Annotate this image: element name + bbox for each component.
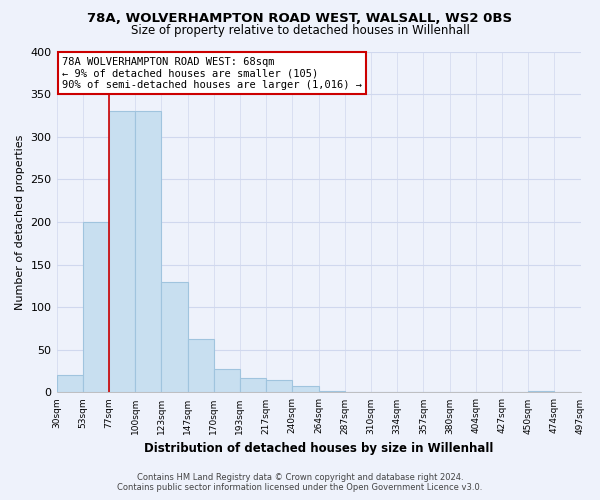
Text: Contains HM Land Registry data © Crown copyright and database right 2024.
Contai: Contains HM Land Registry data © Crown c… [118,473,482,492]
Bar [109,111,135,392]
Bar [266,380,292,392]
Text: 78A WOLVERHAMPTON ROAD WEST: 68sqm
← 9% of detached houses are smaller (105)
90%: 78A WOLVERHAMPTON ROAD WEST: 68sqm ← 9% … [62,56,362,90]
Bar [240,378,266,392]
X-axis label: Distribution of detached houses by size in Willenhall: Distribution of detached houses by size … [144,442,493,455]
Bar [528,390,554,392]
Bar [83,222,109,392]
Y-axis label: Number of detached properties: Number of detached properties [15,134,25,310]
Text: Size of property relative to detached houses in Willenhall: Size of property relative to detached ho… [131,24,469,37]
Bar [292,386,319,392]
Bar [56,376,83,392]
Bar [319,390,345,392]
Bar [214,370,240,392]
Text: 78A, WOLVERHAMPTON ROAD WEST, WALSALL, WS2 0BS: 78A, WOLVERHAMPTON ROAD WEST, WALSALL, W… [88,12,512,26]
Bar [135,111,161,392]
Bar [188,338,214,392]
Bar [161,282,188,393]
